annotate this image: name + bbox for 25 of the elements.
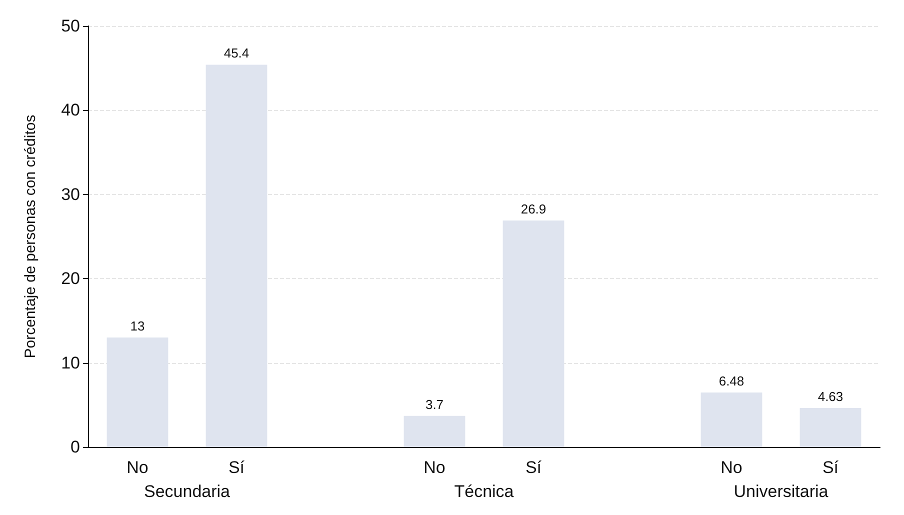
y-tick-label: 40	[61, 100, 80, 120]
x-tick-label: No	[424, 458, 446, 477]
y-tick-label: 10	[61, 353, 80, 372]
data-label: 45.4	[224, 46, 250, 61]
text: Técnica	[454, 482, 514, 501]
data-label: 26.9	[520, 202, 546, 216]
x-tick-label: Sí	[525, 458, 542, 477]
x-tick-label: No	[720, 458, 742, 477]
data-label: 13	[130, 318, 145, 334]
y-tick-label: 50	[61, 16, 80, 36]
y-tick-label: 30	[61, 184, 80, 204]
y-tick-label: 0	[70, 438, 80, 456]
y-axis-title: Porcentaje de personas con créditos	[22, 114, 39, 358]
x-tick-label: No	[126, 458, 148, 477]
bar	[700, 392, 762, 447]
text: Universitaria	[734, 482, 829, 501]
data-label: 6.48	[718, 373, 744, 388]
y-tick-label: 20	[61, 269, 80, 288]
x-tick-label: Sí	[822, 458, 839, 477]
x-tick-label: Sí	[228, 458, 245, 477]
data-label: 3.7	[425, 396, 444, 412]
text: Secundaria	[144, 482, 231, 501]
bar	[404, 416, 466, 447]
data-label: 4.63	[818, 389, 844, 404]
bar	[800, 408, 862, 447]
